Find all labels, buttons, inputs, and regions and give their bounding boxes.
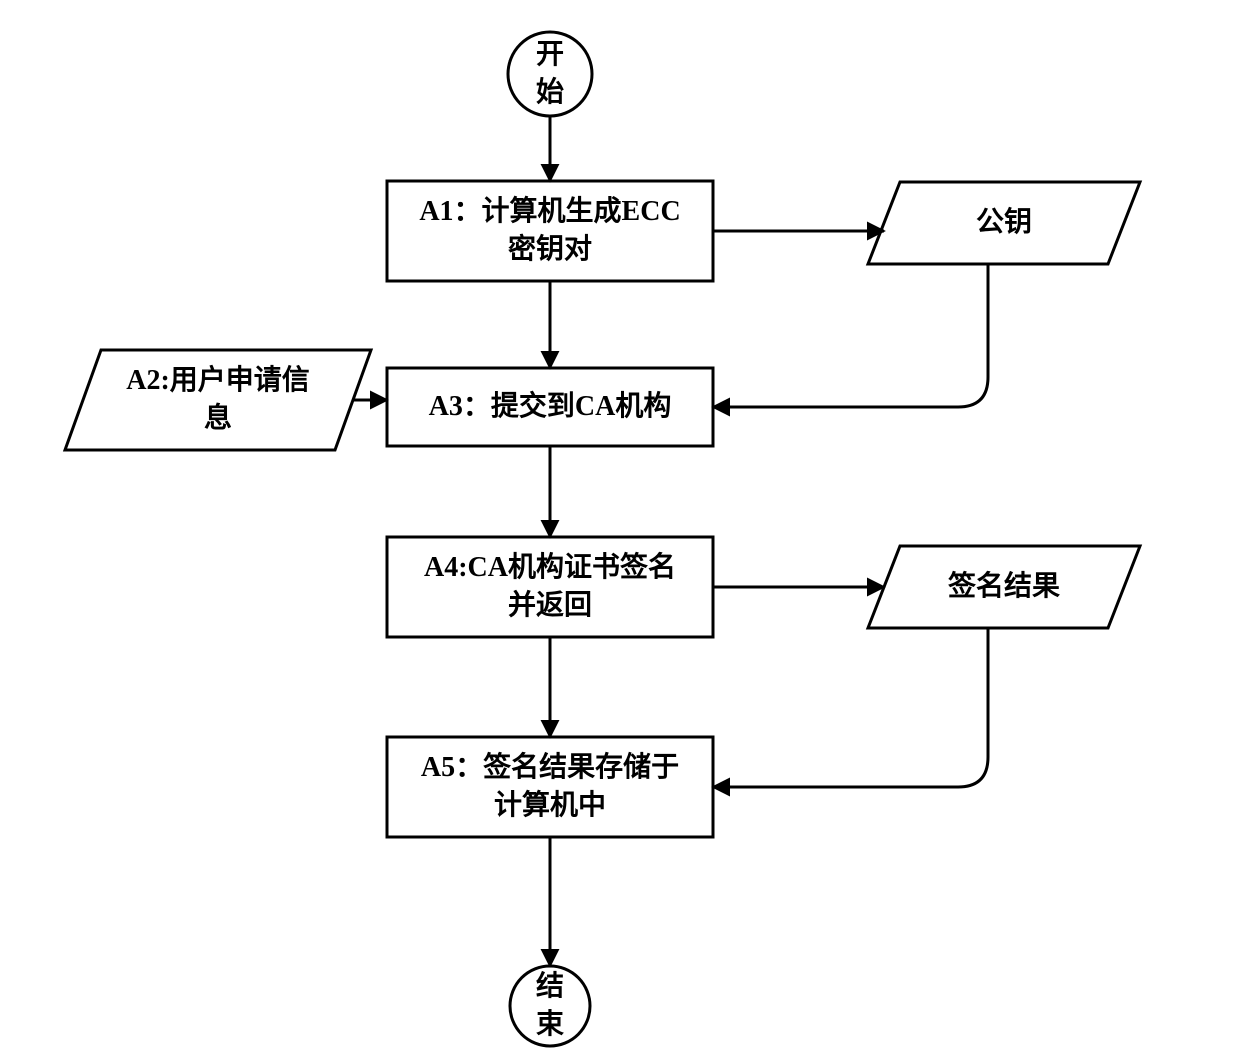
a1-label: A1：计算机生成ECC密钥对	[387, 181, 713, 281]
flowchart-canvas	[0, 0, 1240, 1055]
a3-label: A3：提交到CA机构	[387, 368, 713, 446]
end-label: 结束	[510, 966, 590, 1046]
sigres-label: 签名结果	[884, 546, 1124, 628]
a2-label: A2:用户申请信息	[83, 350, 353, 450]
a4-label: A4:CA机构证书签名并返回	[387, 537, 713, 637]
pubkey-label: 公钥	[884, 182, 1124, 264]
start-label: 开始	[508, 32, 592, 116]
a5-label: A5：签名结果存储于计算机中	[387, 737, 713, 837]
